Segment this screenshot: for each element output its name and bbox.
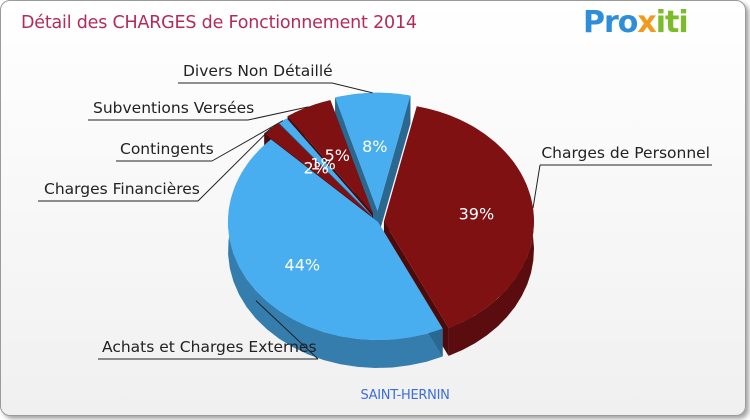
pie-slice-edge (377, 95, 411, 239)
slice-percent-label: 2% (304, 159, 329, 178)
leader-line (211, 120, 284, 162)
category-label: Charges Financières (44, 180, 200, 198)
leader-line (331, 82, 373, 94)
leader-line (197, 127, 272, 202)
pie-slice (264, 123, 372, 217)
category-label: Divers Non Détaillé (183, 62, 333, 80)
category-label: Contingents (120, 140, 214, 158)
pie-slice (383, 106, 534, 328)
slice-percent-label: 5% (325, 146, 350, 165)
slice-percent-label: 8% (362, 137, 387, 156)
pie-slice (287, 100, 373, 214)
leader-line (247, 106, 309, 121)
pie-slice (335, 92, 411, 211)
leader-line (255, 300, 319, 360)
commune-label: SAINT-HERNIN (360, 388, 449, 403)
pie-slice (279, 118, 373, 216)
pie-slice (228, 139, 443, 340)
slice-percent-label: 44% (285, 256, 321, 275)
category-label: Subventions Versées (93, 99, 254, 117)
slice-percent-label: 1% (310, 154, 335, 173)
chart-title: Détail des CHARGES de Fonctionnement 201… (21, 13, 417, 33)
slice-percent-label: 39% (459, 204, 495, 223)
category-label: Charges de Personnel (541, 144, 710, 162)
category-label: Achats et Charges Externes (102, 338, 317, 356)
leader-line (532, 164, 541, 209)
proxiti-logo: Proxiti (583, 5, 689, 40)
